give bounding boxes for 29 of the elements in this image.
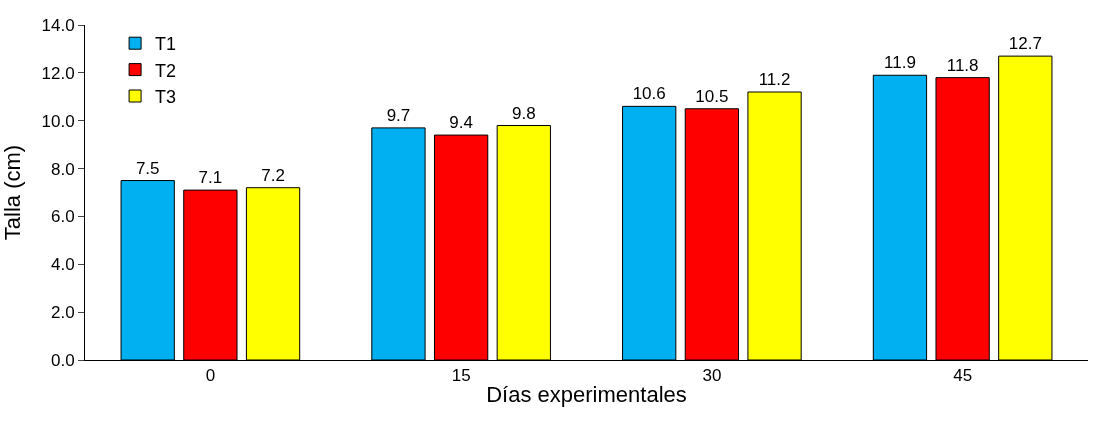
data-label: 7.2 [261,165,285,185]
y-axis-title: Talla (cm) [0,144,25,241]
data-label: 7.5 [135,158,160,178]
data-label: 7.1 [198,168,223,188]
y-tick-label: 8.0 [50,159,75,179]
y-tick-label: 14.0 [41,15,75,35]
y-tick-label: 0.0 [50,350,75,370]
y-tick-label: 4.0 [50,255,75,275]
x-tick-label: 0 [205,366,216,386]
y-tick-label: 10.0 [41,111,75,131]
x-tick-label: 15 [451,366,471,386]
legend-label: T3 [155,87,177,108]
y-tick-label: 2.0 [50,303,75,323]
data-label: 11.2 [758,70,791,89]
y-tick-label: 12.0 [41,63,75,83]
data-label: 12.7 [1008,34,1042,54]
data-label: 11.9 [884,53,916,73]
data-label: 9.4 [449,113,473,133]
data-label: 10.6 [632,84,666,104]
x-tick-label: 45 [953,366,973,386]
x-tick-label: 30 [702,366,722,386]
legend-label: T1 [155,34,177,55]
data-label: 9.7 [386,105,411,125]
data-label: 9.8 [511,103,536,123]
data-label: 11.8 [946,55,979,75]
legend-label: T2 [155,60,177,81]
data-label: 10.5 [695,86,729,106]
x-axis-title: Días experimentales [486,382,687,408]
y-tick-label: 6.0 [50,207,75,227]
